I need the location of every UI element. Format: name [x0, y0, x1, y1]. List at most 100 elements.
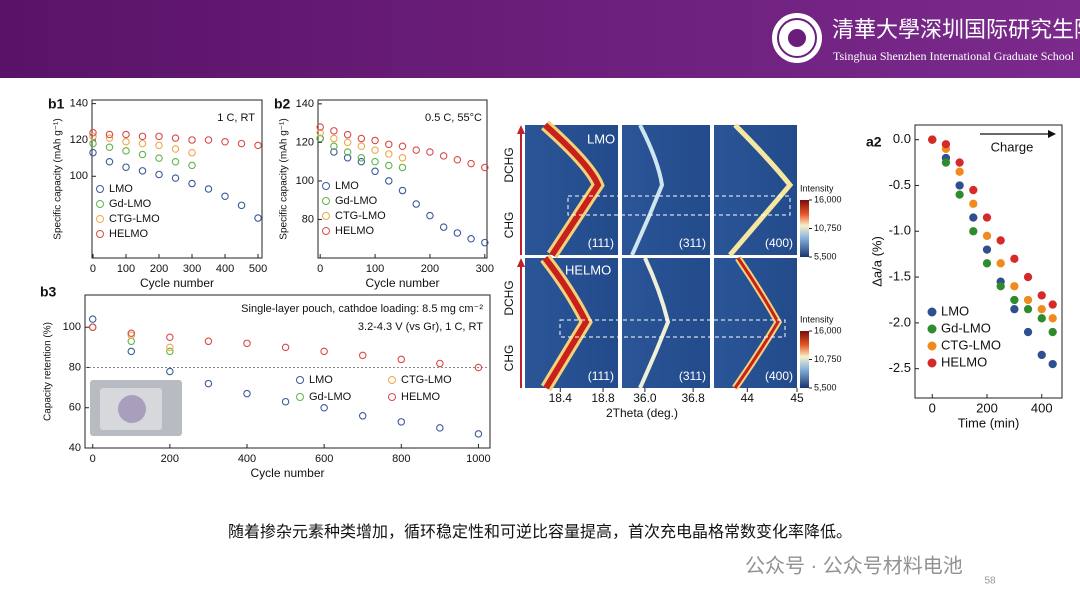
- heatmap-ridge: [543, 122, 602, 257]
- data-point: [412, 146, 420, 154]
- data-point: [343, 154, 352, 162]
- data-point: [357, 142, 366, 150]
- y-tick-label: 0.0: [893, 131, 911, 146]
- data-point: [436, 424, 444, 432]
- y-tick-label: 60: [69, 402, 81, 414]
- arrow-head: [1048, 130, 1056, 138]
- x-tick-label: 0: [929, 400, 936, 415]
- data-point: [1037, 350, 1046, 360]
- x-axis-label: Time (min): [958, 415, 1020, 430]
- legend-marker: [96, 200, 104, 208]
- y-axis-label: DCHG: [502, 280, 516, 315]
- data-point: [453, 229, 462, 237]
- y-tick-label: 100: [70, 170, 88, 182]
- highlight-box: [559, 319, 786, 338]
- colorbar: [800, 200, 809, 257]
- data-point: [955, 181, 964, 190]
- data-point: [1048, 359, 1057, 369]
- x-tick-label: 400: [216, 263, 234, 275]
- data-point: [1037, 314, 1046, 323]
- x-tick-label: 1000: [466, 453, 490, 465]
- x-tick-label: 100: [117, 263, 135, 275]
- legend-marker: [322, 182, 330, 190]
- data-point: [330, 142, 338, 150]
- y-axis-label: CHG: [502, 212, 516, 239]
- y-axis-label: Specific capacity (mAh g⁻¹): [53, 118, 64, 239]
- legend-label: CTG-LMO: [401, 374, 452, 386]
- data-point: [166, 367, 174, 376]
- data-point: [467, 234, 475, 243]
- data-point: [1023, 295, 1033, 305]
- data-point: [155, 170, 163, 179]
- heatmap-ridge: [630, 124, 665, 256]
- colorbar-tick-label: 5,500: [814, 382, 837, 392]
- legend-marker: [927, 341, 937, 351]
- data-point: [982, 213, 992, 222]
- y-tick-label: -1.0: [889, 223, 911, 238]
- heatmap-cell: [622, 125, 710, 255]
- header-bar: [0, 0, 1080, 78]
- data-point: [371, 146, 379, 154]
- data-point: [996, 282, 1005, 291]
- plot-frame: [91, 99, 263, 259]
- pouch-logo: [118, 395, 146, 423]
- data-point: [88, 323, 97, 331]
- data-point: [155, 154, 163, 162]
- x-tick-label: 0: [90, 453, 96, 465]
- data-point: [221, 192, 229, 201]
- data-point: [204, 136, 213, 144]
- data-point: [127, 331, 136, 340]
- panel-label: b1: [48, 96, 65, 112]
- data-point: [343, 138, 352, 147]
- legend-marker: [322, 227, 330, 235]
- x-tick-label: 300: [183, 263, 201, 275]
- colorbar: [800, 331, 809, 388]
- caption: 随着掺杂元素种类增加，循环稳定性和可逆比容量提高，首次充电晶格常数变化率降低。: [228, 523, 852, 541]
- data-point: [243, 389, 251, 398]
- data-point: [969, 213, 978, 222]
- data-point: [171, 174, 180, 182]
- legend-marker: [96, 230, 104, 238]
- heatmap-ridge: [638, 257, 671, 389]
- data-point: [166, 343, 174, 352]
- legend-label: LMO: [941, 303, 969, 318]
- data-point: [481, 163, 489, 172]
- annotation: Charge: [991, 139, 1034, 154]
- legend-label: CTG-LMO: [941, 337, 1001, 352]
- data-point: [1023, 327, 1033, 337]
- data-point: [127, 347, 136, 356]
- x-tick-label: 600: [315, 453, 333, 465]
- data-point: [122, 163, 130, 171]
- data-point: [955, 190, 964, 199]
- y-tick-label: 80: [302, 213, 314, 225]
- data-point: [412, 200, 420, 208]
- data-point: [281, 343, 290, 352]
- data-point: [969, 227, 978, 236]
- x-tick-label: 300: [476, 263, 494, 275]
- data-point: [1048, 327, 1057, 337]
- legend-label: HELMO: [941, 354, 987, 369]
- data-point: [105, 143, 114, 151]
- data-point: [204, 337, 213, 346]
- x-tick-label: 400: [1031, 400, 1053, 415]
- data-point: [385, 161, 393, 170]
- peak-label: (400): [765, 369, 793, 383]
- data-point: [155, 132, 163, 141]
- legend-label: HELMO: [401, 391, 441, 403]
- heatmap-cell: [525, 258, 618, 388]
- data-point: [398, 186, 407, 195]
- x-tick-label: 0: [90, 263, 96, 275]
- data-point: [439, 223, 448, 231]
- x-tick-label: 200: [976, 400, 998, 415]
- arrow-head: [517, 258, 525, 267]
- plot-frame: [317, 99, 488, 259]
- school-name-cn: 清華大學深圳国际研究生院: [832, 18, 1080, 43]
- colorbar-tick-label: 5,500: [814, 251, 837, 261]
- data-point: [281, 397, 290, 406]
- data-point: [955, 158, 964, 167]
- panel-name: LMO: [587, 131, 615, 146]
- colorbar-label: Intensity: [800, 314, 834, 324]
- x-tick-label: 18.8: [591, 391, 615, 405]
- y-axis-label: Specific capacity (mAh g⁻¹): [279, 118, 290, 239]
- y-axis-label: DCHG: [502, 147, 516, 182]
